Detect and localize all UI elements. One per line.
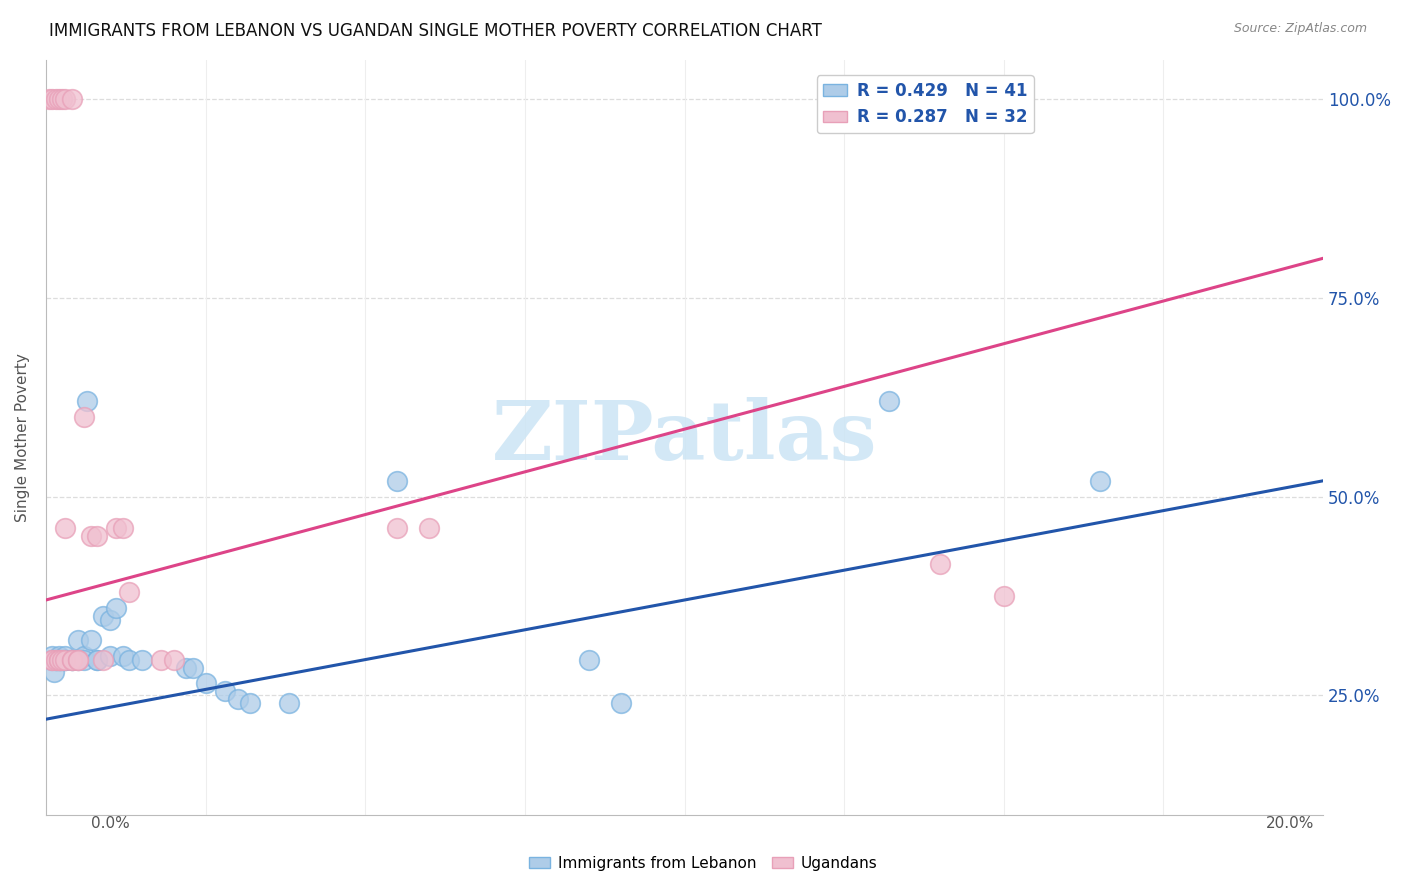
Point [578, 652, 600, 666]
Point [45, 652, 67, 666]
Text: Source: ZipAtlas.com: Source: ZipAtlas.com [1233, 22, 1367, 36]
Point [86, 652, 108, 666]
Point [111, 521, 134, 535]
Point [93, 608, 115, 623]
Point [98, 648, 121, 663]
Point [226, 692, 249, 706]
Point [41, 648, 63, 663]
Point [60, 652, 83, 666]
Point [118, 652, 141, 666]
Point [53, 92, 76, 106]
Point [51, 652, 73, 666]
Point [149, 652, 172, 666]
Point [93, 652, 115, 666]
Point [48, 92, 70, 106]
Point [48, 648, 70, 663]
Point [214, 684, 236, 698]
Point [609, 696, 631, 710]
Point [1088, 474, 1111, 488]
Point [53, 652, 76, 666]
Point [49, 652, 72, 666]
Point [877, 394, 900, 409]
Text: IMMIGRANTS FROM LEBANON VS UGANDAN SINGLE MOTHER POVERTY CORRELATION CHART: IMMIGRANTS FROM LEBANON VS UGANDAN SINGL… [49, 22, 823, 40]
Point [105, 521, 128, 535]
Point [66, 652, 89, 666]
Point [105, 601, 128, 615]
Point [73, 652, 96, 666]
Point [181, 660, 204, 674]
Point [48, 652, 70, 666]
Point [39, 652, 62, 666]
Point [41, 652, 63, 666]
Point [60, 652, 83, 666]
Legend: Immigrants from Lebanon, Ugandans: Immigrants from Lebanon, Ugandans [523, 850, 883, 877]
Point [418, 521, 440, 535]
Point [111, 648, 134, 663]
Point [163, 652, 186, 666]
Point [385, 474, 408, 488]
Point [194, 676, 217, 690]
Y-axis label: Single Mother Poverty: Single Mother Poverty [15, 352, 30, 522]
Point [45, 652, 67, 666]
Point [131, 652, 153, 666]
Point [42, 665, 65, 679]
Point [79, 632, 101, 647]
Point [60, 652, 83, 666]
Point [73, 410, 96, 425]
Point [38, 92, 60, 106]
Text: ZIPatlas: ZIPatlas [492, 397, 877, 477]
Point [45, 652, 67, 666]
Point [76, 394, 98, 409]
Point [239, 696, 262, 710]
Point [385, 521, 408, 535]
Point [53, 521, 76, 535]
Point [53, 648, 76, 663]
Point [66, 652, 89, 666]
Point [66, 652, 89, 666]
Point [51, 652, 73, 666]
Point [277, 696, 299, 710]
Point [48, 652, 70, 666]
Point [48, 652, 70, 666]
Point [118, 585, 141, 599]
Text: 20.0%: 20.0% [1267, 816, 1315, 831]
Point [53, 652, 76, 666]
Point [86, 652, 108, 666]
Point [86, 529, 108, 543]
Point [60, 92, 83, 106]
Text: 0.0%: 0.0% [91, 816, 131, 831]
Legend: R = 0.429   N = 41, R = 0.287   N = 32: R = 0.429 N = 41, R = 0.287 N = 32 [817, 76, 1033, 133]
Point [60, 652, 83, 666]
Point [45, 92, 67, 106]
Point [53, 652, 76, 666]
Point [73, 648, 96, 663]
Point [929, 558, 952, 572]
Point [993, 589, 1015, 603]
Point [98, 613, 121, 627]
Point [41, 652, 63, 666]
Point [41, 92, 63, 106]
Point [79, 529, 101, 543]
Point [176, 660, 198, 674]
Point [51, 92, 73, 106]
Point [66, 632, 89, 647]
